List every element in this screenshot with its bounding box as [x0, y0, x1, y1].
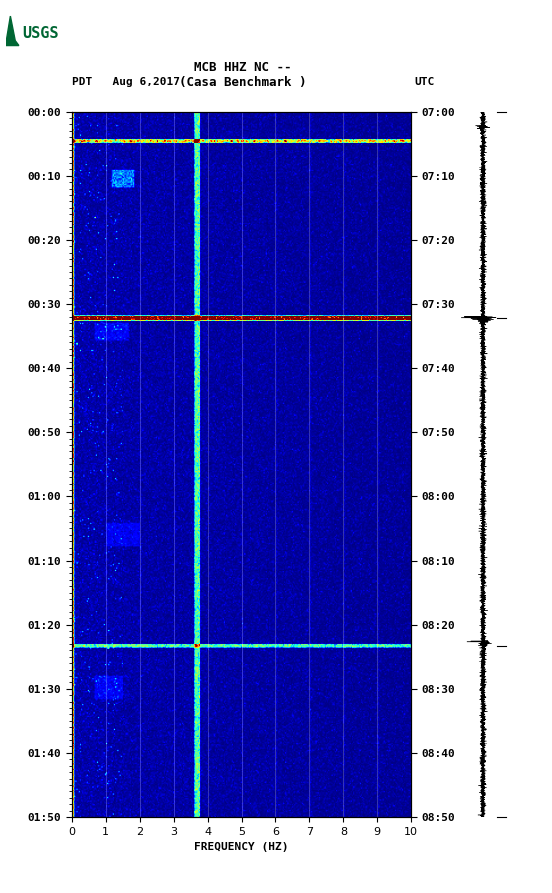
Polygon shape: [6, 16, 19, 46]
Text: USGS: USGS: [23, 26, 59, 41]
Text: MCB HHZ NC --: MCB HHZ NC --: [194, 62, 291, 74]
X-axis label: FREQUENCY (HZ): FREQUENCY (HZ): [194, 842, 289, 853]
Text: UTC: UTC: [414, 77, 434, 88]
Text: PDT   Aug 6,2017: PDT Aug 6,2017: [72, 77, 180, 88]
Text: (Casa Benchmark ): (Casa Benchmark ): [179, 76, 306, 88]
